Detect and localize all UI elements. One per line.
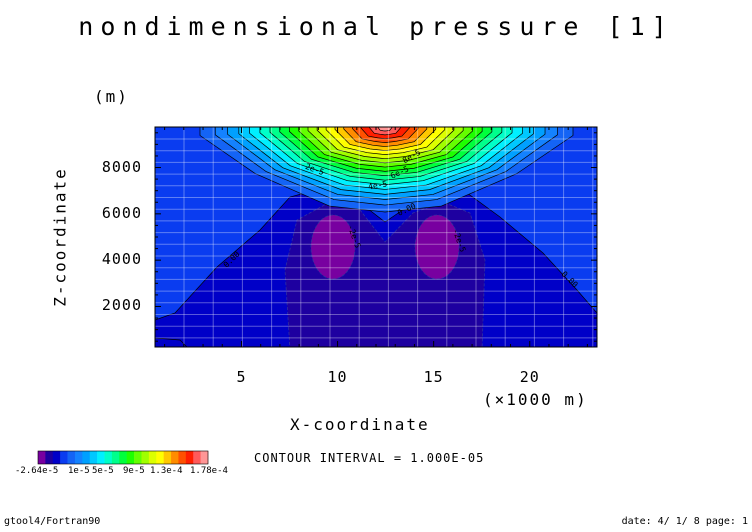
colorbar-swatch xyxy=(67,451,76,464)
x-tick-label: 10 xyxy=(327,368,348,386)
colorbar-swatch xyxy=(119,451,127,464)
y-tick-label: 4000 xyxy=(101,250,142,269)
contour-min-right xyxy=(414,214,460,280)
colorbar-swatch xyxy=(45,451,54,464)
colorbar-swatch xyxy=(156,451,164,464)
x-axis-label: X-coordinate xyxy=(290,415,430,434)
contour-min-left xyxy=(310,214,356,280)
colorbar-swatch xyxy=(97,451,105,464)
colorbar-swatch xyxy=(148,451,157,464)
y-tick-label: 6000 xyxy=(101,203,142,222)
colorbar-swatch xyxy=(82,451,91,464)
colorbar-swatch xyxy=(111,451,120,464)
colorbar-swatch xyxy=(52,451,61,464)
contour-zero-corner xyxy=(155,337,188,347)
colorbar-swatch xyxy=(38,451,46,464)
colorbar-swatch xyxy=(104,451,113,464)
colorbar-swatch xyxy=(193,451,201,464)
contour-level-19 xyxy=(377,127,393,132)
y-tick-label: 2000 xyxy=(101,296,142,315)
x-tick-label: 5 xyxy=(236,368,247,386)
chart-title: nondimensional pressure [1] xyxy=(78,12,674,41)
colorbar-frame xyxy=(37,450,209,465)
colorbar-swatch xyxy=(171,451,179,464)
colorbar-label: 1e-5 xyxy=(68,466,90,476)
colorbar-label: 1.78e-4 xyxy=(190,466,228,476)
y-unit-label: (m) xyxy=(94,87,129,106)
y-tick-label: 8000 xyxy=(101,157,142,176)
colorbar-label: 9e-5 xyxy=(123,466,145,476)
colorbar-swatch xyxy=(89,451,98,464)
colorbar-swatch xyxy=(134,451,142,464)
contour-interval-text: CONTOUR INTERVAL = 1.000E-05 xyxy=(254,451,485,465)
colorbar-label: -2.64e-5 xyxy=(15,466,59,476)
colorbar-swatch xyxy=(200,451,209,464)
colorbar-label: 5e-5 xyxy=(92,466,114,476)
colorbar-swatch xyxy=(126,451,135,464)
colorbar-swatch xyxy=(74,451,83,464)
colorbar-swatch xyxy=(60,451,68,464)
plot-area xyxy=(155,127,597,347)
footer-right: date: 4/ 1/ 8 page: 1 xyxy=(621,516,748,527)
colorbar-swatch xyxy=(178,451,187,464)
x-unit-label: (×1000 m) xyxy=(483,390,588,409)
colorbar-swatch xyxy=(141,451,150,464)
colorbar-label: 1.3e-4 xyxy=(150,466,183,476)
colorbar-swatch xyxy=(185,451,194,464)
x-tick-label: 15 xyxy=(423,368,444,386)
colorbar-swatch xyxy=(163,451,172,464)
footer-left: gtool4/Fortran90 xyxy=(4,516,101,527)
x-tick-label: 20 xyxy=(519,368,540,386)
